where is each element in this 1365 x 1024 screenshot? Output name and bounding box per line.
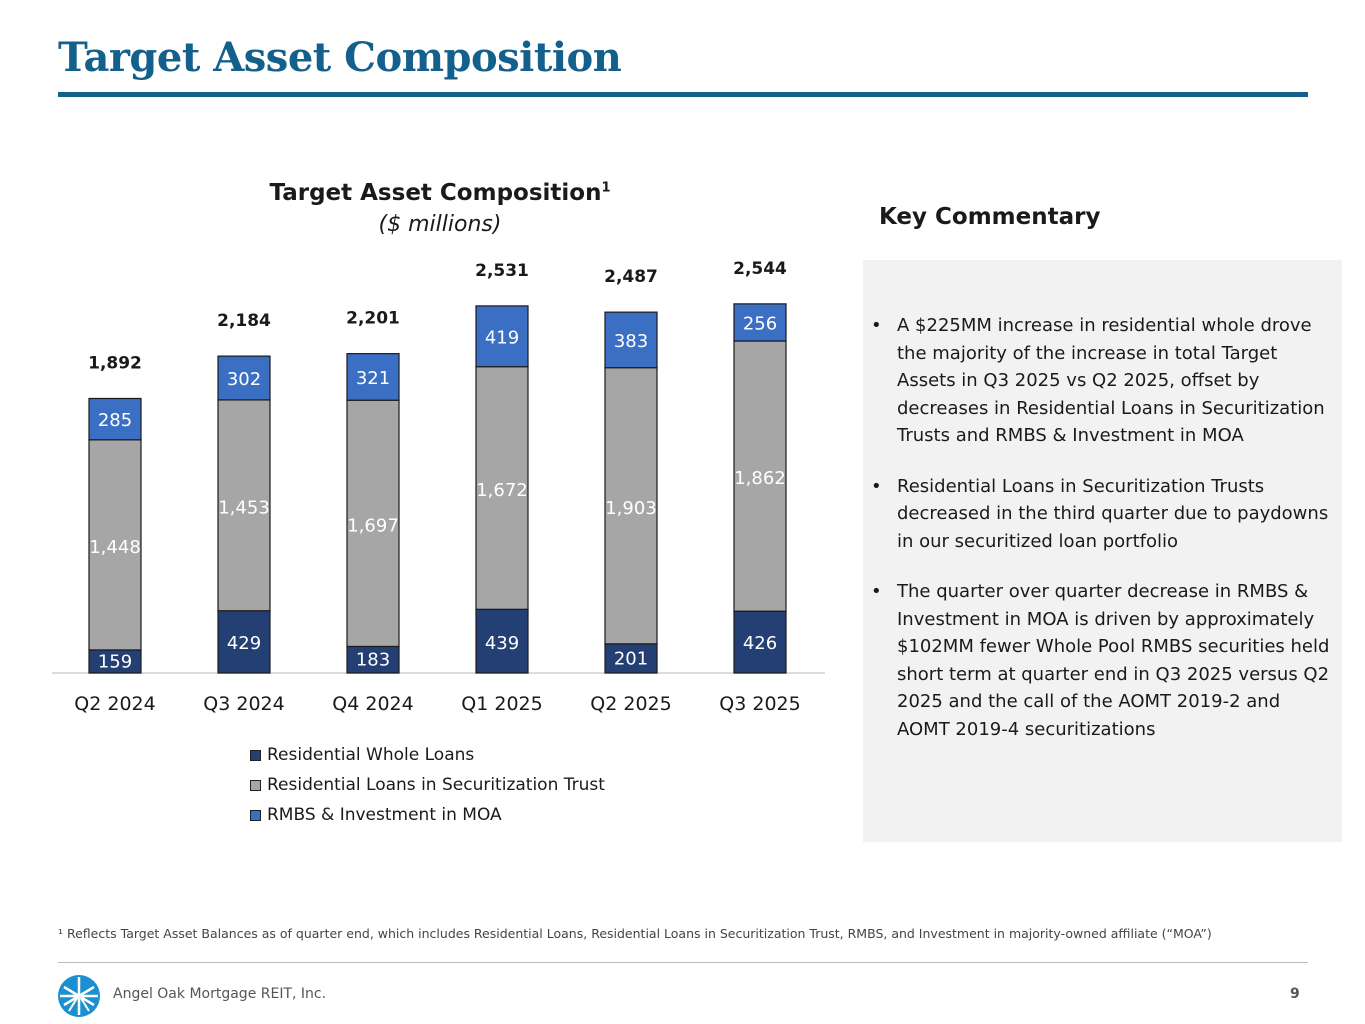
company-name: Angel Oak Mortgage REIT, Inc.	[113, 986, 327, 1002]
title-rule	[58, 92, 1308, 97]
legend-label: Residential Whole Loans	[267, 745, 475, 765]
bar-residential-loans-in-securitization-trust-q1-2025	[475, 366, 529, 610]
chart-title-text: Target Asset Composition	[269, 180, 602, 206]
bar-rmbs-investment-in-moa-q3-2025	[733, 303, 787, 342]
data-label-residential-whole-loans-q4-2024: 183	[356, 650, 390, 671]
legend-label: RMBS & Investment in MOA	[267, 805, 502, 825]
total-label-q3-2024: 2,184	[217, 311, 271, 331]
data-label-residential-loans-in-securitization-trust-q2-2025: 1,903	[605, 498, 657, 519]
footer-rule	[58, 962, 1308, 963]
legend-item-whole-loans: Residential Whole Loans	[250, 740, 605, 770]
total-label-q4-2024: 2,201	[346, 309, 400, 329]
total-label-q1-2025: 2,531	[475, 261, 529, 281]
legend-swatch-securitization-trust	[250, 779, 261, 791]
bar-rmbs-investment-in-moa-q2-2024	[88, 397, 142, 441]
bar-residential-whole-loans-q3-2025	[733, 610, 787, 674]
data-label-residential-whole-loans-q3-2025: 426	[743, 633, 777, 654]
data-label-residential-whole-loans-q3-2024: 429	[227, 633, 261, 654]
total-label-q2-2024: 1,892	[88, 353, 142, 373]
chart-legend: Residential Whole Loans Residential Loan…	[250, 740, 605, 830]
data-label-residential-whole-loans-q1-2025: 439	[485, 633, 519, 654]
commentary-bullet: A $225MM increase in residential whole d…	[871, 312, 1333, 450]
commentary-bullets: A $225MM increase in residential whole d…	[871, 312, 1333, 766]
data-label-rmbs-investment-in-moa-q4-2024: 321	[356, 368, 390, 389]
data-label-rmbs-investment-in-moa-q1-2025: 419	[485, 327, 519, 348]
legend-swatch-rmbs-moa	[250, 809, 261, 821]
commentary-bullet: The quarter over quarter decrease in RMB…	[871, 578, 1333, 743]
x-tick-label-q1-2025: Q1 2025	[461, 693, 542, 715]
bar-rmbs-investment-in-moa-q1-2025	[475, 305, 529, 368]
data-label-rmbs-investment-in-moa-q2-2024: 285	[98, 410, 132, 431]
legend-swatch-whole-loans	[250, 749, 261, 761]
chart-title: Target Asset Composition1	[240, 180, 640, 206]
page-number: 9	[1290, 986, 1300, 1002]
chart-title-footnote-mark: 1	[601, 180, 611, 196]
data-label-residential-loans-in-securitization-trust-q3-2025: 1,862	[734, 468, 786, 489]
data-label-residential-loans-in-securitization-trust-q1-2025: 1,672	[476, 480, 528, 501]
footnote: ¹ Reflects Target Asset Balances as of q…	[58, 926, 1212, 941]
company-logo-icon	[58, 975, 100, 1017]
data-label-rmbs-investment-in-moa-q3-2024: 302	[227, 369, 261, 390]
commentary-bullet: Residential Loans in Securitization Trus…	[871, 473, 1333, 556]
legend-item-securitization-trust: Residential Loans in Securitization Trus…	[250, 770, 605, 800]
x-tick-label-q2-2025: Q2 2025	[590, 693, 671, 715]
total-label-q2-2025: 2,487	[604, 267, 658, 287]
data-label-residential-whole-loans-q2-2024: 159	[98, 651, 132, 672]
bar-rmbs-investment-in-moa-q4-2024	[346, 353, 400, 401]
data-label-residential-loans-in-securitization-trust-q2-2024: 1,448	[89, 537, 141, 558]
bar-rmbs-investment-in-moa-q3-2024	[217, 355, 271, 401]
data-label-residential-loans-in-securitization-trust-q4-2024: 1,697	[347, 515, 399, 536]
x-tick-label-q3-2024: Q3 2024	[203, 693, 284, 715]
x-tick-label-q2-2024: Q2 2024	[74, 693, 155, 715]
bar-residential-loans-in-securitization-trust-q4-2024	[346, 399, 400, 648]
data-label-rmbs-investment-in-moa-q2-2025: 383	[614, 331, 648, 352]
legend-item-rmbs-moa: RMBS & Investment in MOA	[250, 800, 605, 830]
commentary-heading: Key Commentary	[879, 204, 1101, 230]
bar-rmbs-investment-in-moa-q2-2025	[604, 311, 658, 369]
chart-subtitle: ($ millions)	[378, 212, 502, 237]
data-label-residential-whole-loans-q2-2025: 201	[614, 648, 648, 669]
total-label-q3-2025: 2,544	[733, 259, 787, 279]
bar-residential-loans-in-securitization-trust-q2-2025	[604, 367, 658, 645]
data-label-rmbs-investment-in-moa-q3-2025: 256	[743, 313, 777, 334]
stacked-bar-chart: 159 1,448 285 1,892 Q2 2024 429 1,453 302 2,184 Q…	[52, 259, 825, 715]
page-title: Target Asset Composition	[58, 34, 622, 81]
bar-residential-whole-loans-q4-2024	[346, 645, 400, 674]
x-tick-label-q4-2024: Q4 2024	[332, 693, 413, 715]
data-label-residential-loans-in-securitization-trust-q3-2024: 1,453	[218, 497, 270, 518]
x-tick-label-q3-2025: Q3 2025	[719, 693, 800, 715]
bar-residential-loans-in-securitization-trust-q3-2025	[733, 340, 787, 612]
legend-label: Residential Loans in Securitization Trus…	[267, 775, 605, 795]
bar-residential-whole-loans-q2-2025	[604, 643, 658, 674]
commentary-panel: A $225MM increase in residential whole d…	[863, 260, 1342, 842]
